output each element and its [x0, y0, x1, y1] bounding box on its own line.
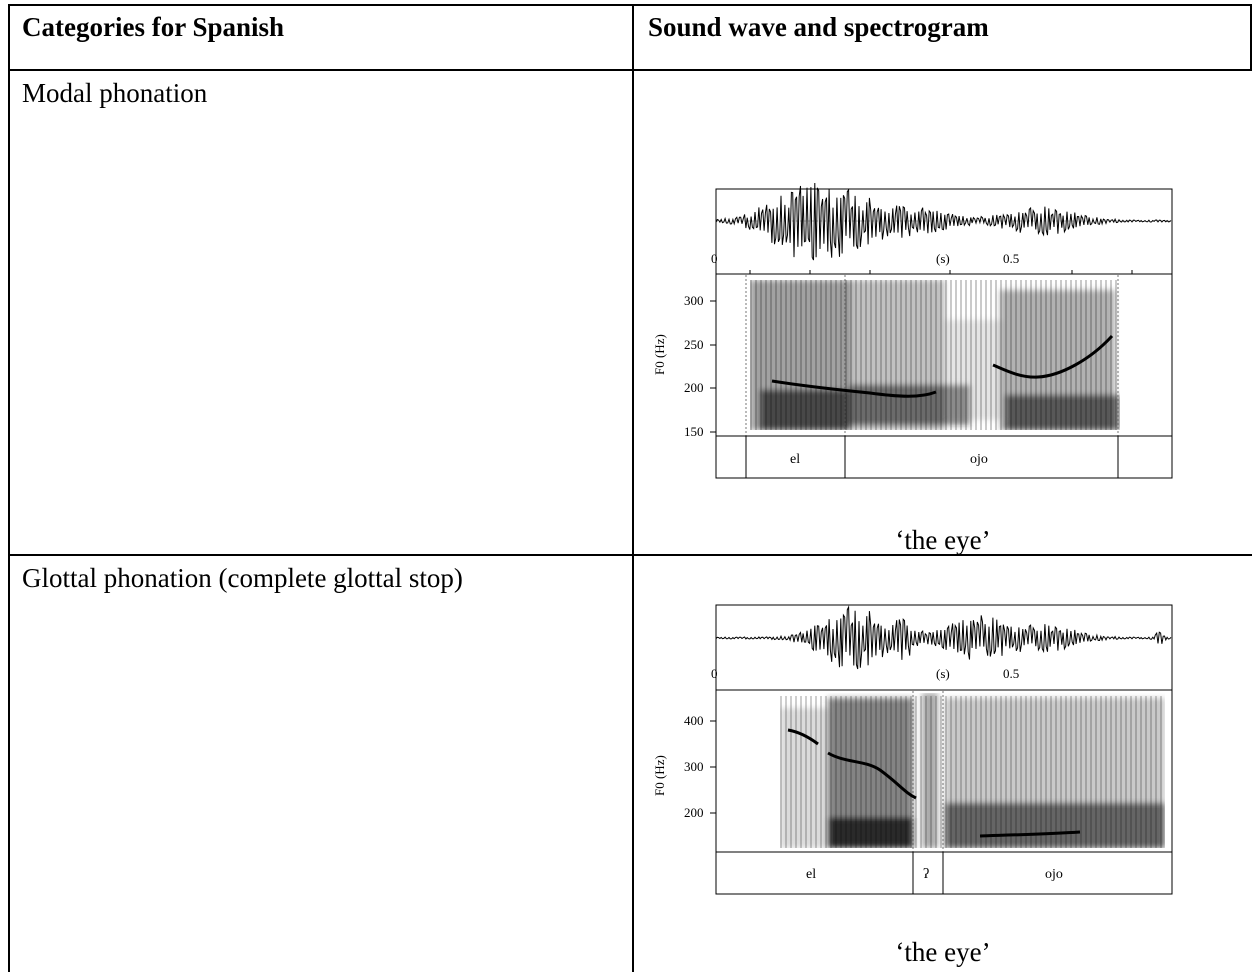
table-border-top — [8, 4, 1252, 6]
textgrid-tier — [715, 851, 1173, 895]
table-border-middle — [632, 4, 634, 972]
waveform-panel — [715, 188, 1173, 275]
row-1-caption: ‘the eye’ — [895, 525, 991, 555]
f0-contour-el — [787, 728, 819, 746]
time-unit: (s) — [936, 666, 950, 681]
figure-glottal-phonation: 0 (s) 0.5 F0 (Hz) 400 300 200 el ʔ ojo — [652, 604, 1173, 895]
segment-el: el — [790, 452, 800, 467]
y-axis-label: F0 (Hz) — [652, 334, 667, 375]
row-2-caption: ‘the eye’ — [895, 937, 991, 967]
header-categories: Categories for Spanish — [22, 12, 285, 42]
row-1-category: Modal phonation — [22, 78, 208, 108]
y-tick-400: 400 — [684, 713, 704, 728]
y-axis-label: F0 (Hz) — [652, 755, 667, 796]
y-tick-200: 200 — [684, 380, 704, 395]
segment-el: el — [806, 867, 816, 882]
row-divider — [8, 554, 1252, 556]
y-tick-200: 200 — [684, 805, 704, 820]
table-border-left — [8, 4, 10, 972]
time-tick-05: 0.5 — [1003, 251, 1019, 266]
time-tick-05: 0.5 — [1003, 666, 1019, 681]
f0-contour-ojo — [979, 830, 1081, 838]
table-border-right — [1250, 4, 1252, 70]
segment-glottal-stop: ʔ — [923, 867, 929, 882]
header-sound-wave: Sound wave and spectrogram — [648, 12, 989, 42]
waveform-trace — [715, 605, 1172, 670]
y-tick-300: 300 — [684, 293, 704, 308]
f0-contour-el — [771, 379, 937, 398]
figure-modal-phonation: 0 (s) 0.5 F0 (Hz) 300 250 200 150 el ojo — [652, 182, 1173, 479]
y-tick-300: 300 — [684, 759, 704, 774]
time-tick-0: 0 — [711, 251, 718, 266]
segment-ojo: ojo — [970, 452, 988, 467]
y-tick-150: 150 — [684, 424, 704, 439]
header-row-divider — [8, 69, 1252, 71]
time-tick-0: 0 — [711, 666, 718, 681]
y-tick-250: 250 — [684, 337, 704, 352]
f0-contour-ojo — [992, 334, 1114, 379]
waveform-trace — [715, 182, 1172, 261]
row-2-category: Glottal phonation (complete glottal stop… — [22, 563, 463, 593]
f0-contour-el-2 — [827, 751, 917, 800]
segment-ojo: ojo — [1045, 867, 1063, 882]
time-unit: (s) — [936, 251, 950, 266]
textgrid-tier — [715, 435, 1173, 479]
